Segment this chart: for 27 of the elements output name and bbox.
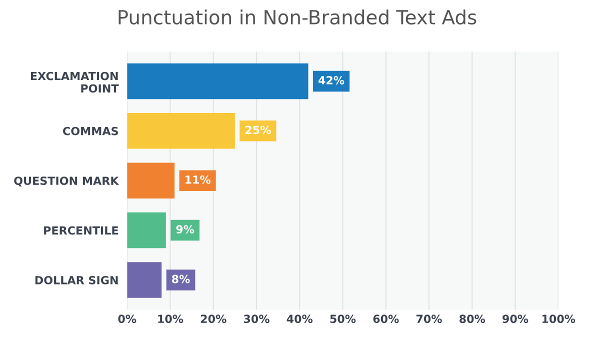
data-label: 8% <box>172 274 190 284</box>
y-tick-label: PERCENTILE <box>44 226 118 235</box>
x-tick-label: 20% <box>200 314 226 324</box>
x-tick-label: 10% <box>158 314 184 324</box>
x-tick-label: 40% <box>286 314 313 324</box>
x-tick-label: 50% <box>330 314 356 324</box>
x-tick-label: 100% <box>542 314 576 324</box>
bar <box>127 162 175 198</box>
data-label: 11% <box>186 175 211 184</box>
bar <box>127 212 166 248</box>
x-tick-label: 0% <box>118 314 136 324</box>
chart-title: Punctuation in Non-Branded Text Ads <box>118 10 476 25</box>
data-label: 9% <box>176 225 194 234</box>
bar <box>127 262 162 298</box>
y-tick-label: DOLLAR SIGN <box>35 276 118 284</box>
bar <box>127 63 308 100</box>
bar <box>127 113 235 149</box>
x-tick-label: 80% <box>459 314 486 324</box>
x-tick-label: 70% <box>416 314 442 324</box>
y-tick-label: EXCLAMATION POINT <box>30 72 119 93</box>
x-tick-label: 90% <box>502 314 528 324</box>
x-tick-label: 60% <box>373 314 399 324</box>
y-tick-label: COMMAS <box>63 126 118 136</box>
y-tick-label: QUESTION MARK <box>14 176 120 186</box>
data-label: 42% <box>318 76 344 84</box>
x-tick-label: 30% <box>244 314 270 324</box>
data-label: 25% <box>246 126 271 134</box>
